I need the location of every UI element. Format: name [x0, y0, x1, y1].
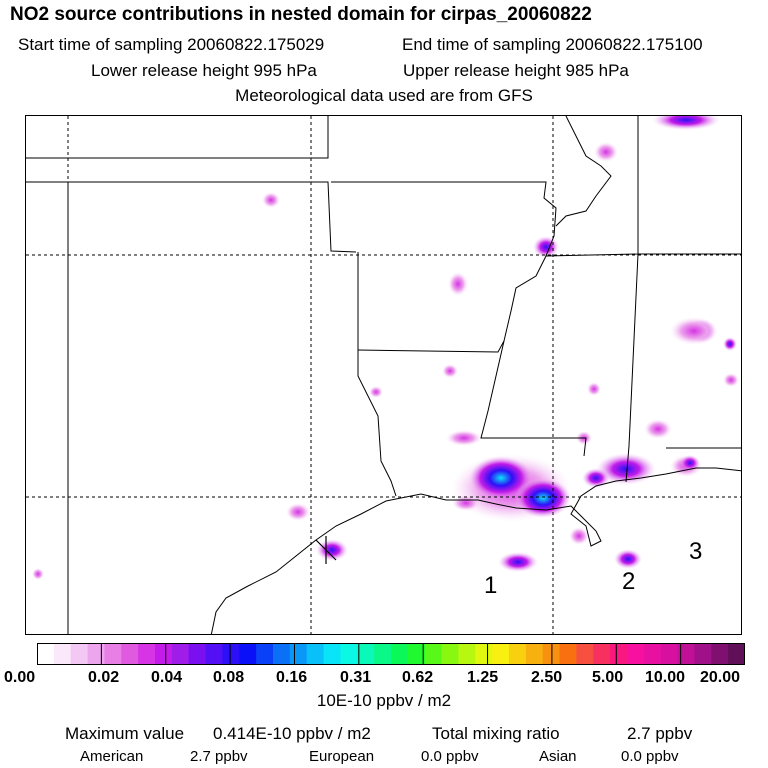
colorbar-swatch — [542, 643, 561, 665]
lower-release-height: Lower release height 995 hPa — [91, 61, 317, 80]
max-value-label: Maximum value — [65, 724, 185, 743]
region-label-1: 1 — [484, 572, 498, 599]
colorbar-swatch — [610, 643, 628, 665]
end-time: End time of sampling 20060822.175100 — [402, 35, 703, 54]
colorbar — [36, 643, 746, 665]
colorbar-swatch — [171, 643, 190, 665]
colorbar-border — [37, 643, 745, 665]
colorbar-swatch — [239, 643, 257, 665]
met-data-source: Meteorological data used are from GFS — [235, 86, 533, 105]
colorbar-swatch — [677, 643, 695, 665]
colorbar-tick-7: 1.25 — [467, 669, 499, 686]
colorbar-swatch — [627, 643, 645, 665]
total-mixing-value: 2.7 ppbv — [627, 724, 693, 743]
map-title: NO2 source contributions in nested domai… — [10, 4, 592, 25]
colorbar-swatch — [660, 643, 679, 665]
map-canvas — [26, 116, 741, 634]
colorbar-swatch — [559, 643, 577, 665]
colorbar-swatch — [728, 643, 746, 665]
colorbar-swatch — [711, 643, 729, 665]
colorbar-swatch — [104, 643, 122, 665]
colorbar-swatch — [643, 643, 662, 665]
colorbar-swatch — [53, 643, 72, 665]
colorbar-swatch — [121, 643, 139, 665]
coastline — [210, 467, 741, 634]
colorbar-swatch — [323, 643, 341, 665]
release-site-marker — [315, 536, 337, 564]
colorbar-swatch — [391, 643, 409, 665]
colorbar-tick-4: 0.16 — [276, 669, 308, 686]
american-value: 2.7 ppbv — [190, 748, 248, 765]
colorbar-units: 10E-10 ppbv / m2 — [316, 691, 452, 710]
colorbar-tick-11: 20.00 — [700, 669, 741, 686]
colorbar-swatch — [138, 643, 156, 665]
european-value: 0.0 ppbv — [421, 748, 479, 765]
start-time: Start time of sampling 20060822.175029 — [18, 35, 325, 54]
colorbar-swatch — [475, 643, 493, 665]
colorbar-swatch — [289, 643, 308, 665]
colorbar-tick-1: 0.02 — [88, 669, 120, 686]
european-label: European — [309, 748, 375, 765]
colorbar-tick-10: 10.00 — [645, 669, 686, 686]
colorbar-swatch — [458, 643, 476, 665]
colorbar-swatch — [188, 643, 207, 665]
colorbar-swatch — [37, 643, 55, 665]
colorbar-swatch — [576, 643, 594, 665]
asian-value: 0.0 ppbv — [621, 748, 679, 765]
region-label-2: 2 — [622, 568, 636, 595]
colorbar-swatch — [407, 643, 426, 665]
colorbar-swatch — [87, 643, 105, 665]
colorbar-swatch — [273, 643, 291, 665]
latlon-grid — [26, 116, 741, 634]
plume-hotspot-1 — [469, 456, 533, 500]
colorbar-tick-0: 0.00 — [4, 669, 36, 686]
colorbar-tick-3: 0.08 — [213, 669, 245, 686]
american-label: American — [80, 748, 144, 765]
colorbar-swatch — [155, 643, 173, 665]
colorbar-swatch — [525, 643, 544, 665]
colorbar-swatch — [694, 643, 712, 665]
colorbar-swatch — [357, 643, 375, 665]
colorbar-swatch — [374, 643, 392, 665]
colorbar-swatch — [593, 643, 611, 665]
max-value: 0.414E-10 ppbv / m2 — [213, 724, 371, 743]
colorbar-swatch — [509, 643, 527, 665]
colorbar-tick-8: 2.50 — [531, 669, 563, 686]
colorbar-tick-5: 0.31 — [340, 669, 372, 686]
colorbar-swatch — [492, 643, 510, 665]
region-label-3: 3 — [689, 538, 703, 565]
colorbar-swatch — [424, 643, 443, 665]
colorbar-tick-9: 5.00 — [592, 669, 624, 686]
colorbar-swatch — [306, 643, 325, 665]
colorbar-swatch — [222, 643, 240, 665]
colorbar-swatch — [256, 643, 274, 665]
total-mixing-label: Total mixing ratio — [432, 724, 560, 743]
colorbar-scale — [36, 643, 746, 665]
colorbar-swatch — [441, 643, 459, 665]
colorbar-swatch — [205, 643, 223, 665]
map-panel: 1 2 3 — [25, 115, 742, 635]
asian-label: Asian — [539, 748, 577, 765]
upper-release-height: Upper release height 985 hPa — [403, 61, 629, 80]
colorbar-swatch — [340, 643, 358, 665]
colorbar-swatch — [70, 643, 89, 665]
colorbar-tick-2: 0.04 — [151, 669, 183, 686]
plume-layer — [32, 116, 739, 580]
colorbar-tick-6: 0.62 — [402, 669, 434, 686]
